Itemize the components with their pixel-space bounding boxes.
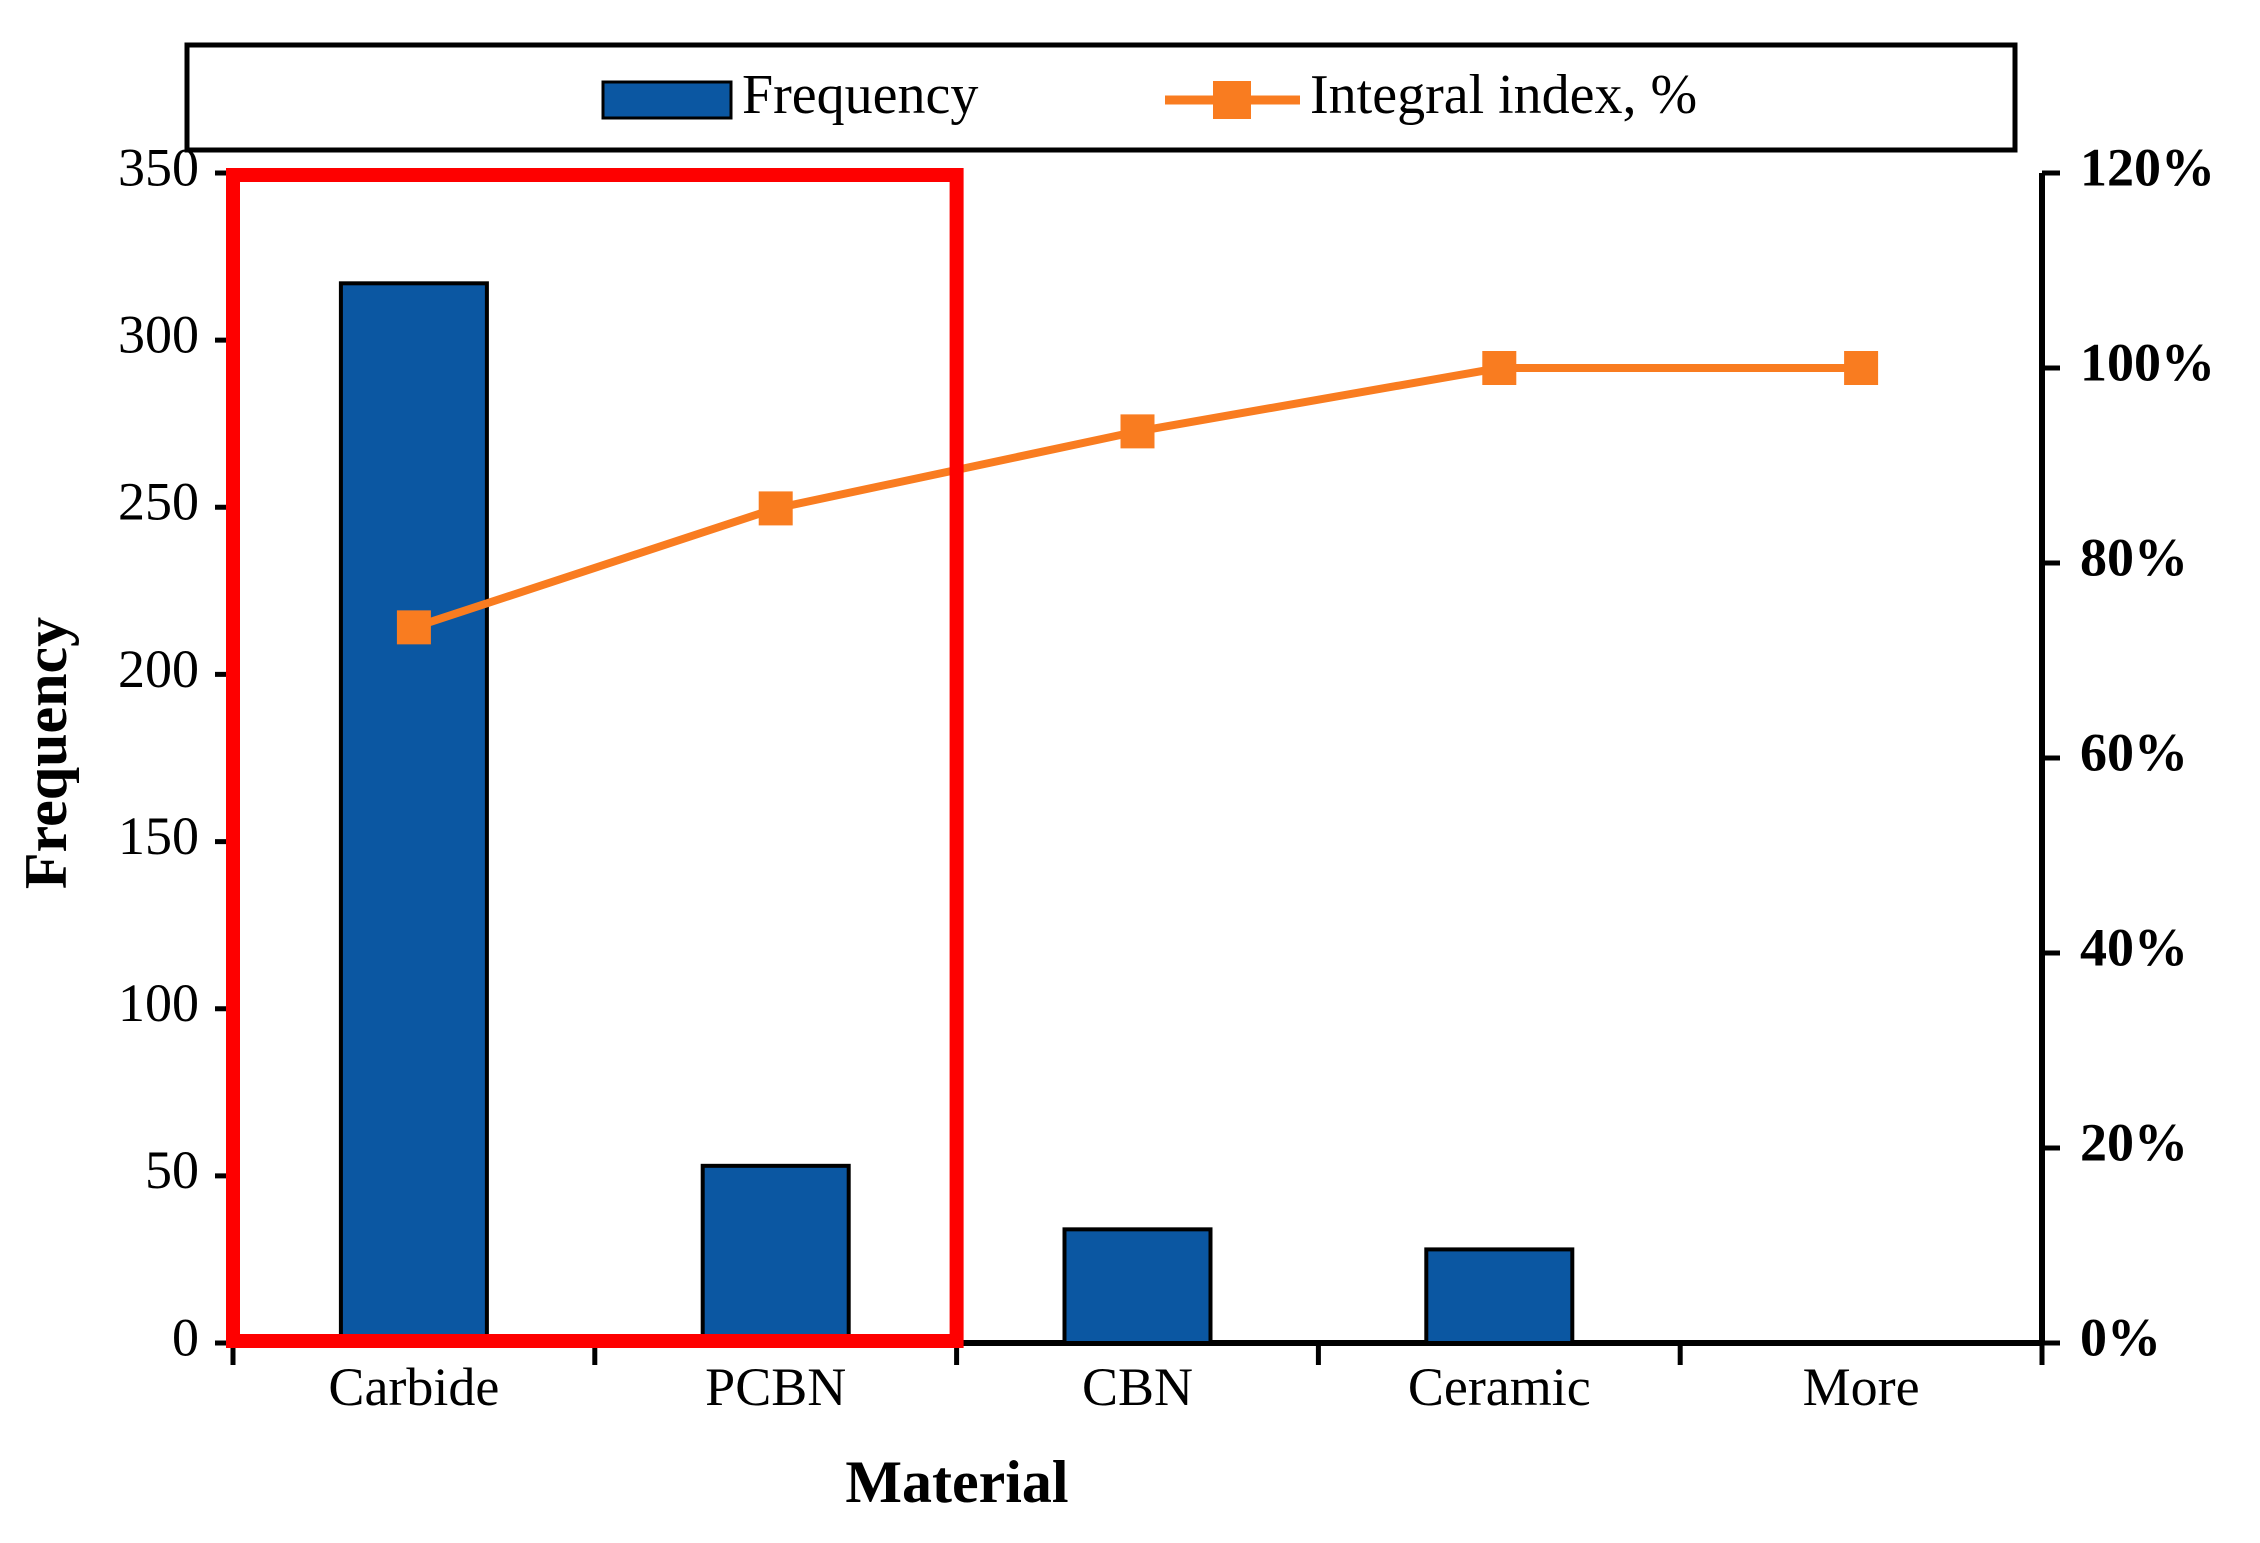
left-axis-tick-label: 200 [118, 639, 199, 699]
right-axis-tick-label: 100% [2080, 332, 2215, 392]
legend-border [184, 42, 2018, 153]
legend-integral-index-label: Integral index, % [1310, 64, 1697, 126]
highlight-rectangle [226, 168, 964, 1348]
bar-cbn [1062, 1227, 1213, 1346]
highlight-rect [226, 168, 964, 1348]
marker-pcbn [758, 491, 793, 526]
marker-carbide [396, 610, 431, 645]
left-axis-tick-label: 0 [172, 1307, 199, 1367]
marker-ceramic [1482, 351, 1517, 385]
legend-frequency-label: Frequency [742, 64, 978, 126]
category-label-cbn: CBN [1082, 1357, 1193, 1417]
left-axis-tick-label: 50 [145, 1140, 199, 1200]
category-label-pcbn: PCBN [705, 1357, 846, 1417]
right-axis-tick-label: 120% [2080, 137, 2215, 197]
right-axis-tick-label: 20% [2080, 1112, 2188, 1172]
axes [230, 173, 2045, 1346]
left-axis-tick-label: 100 [118, 973, 199, 1033]
right-axis-tick-label: 40% [2080, 917, 2188, 977]
legend-line-marker-icon [1213, 81, 1251, 119]
marker-more [1844, 351, 1879, 385]
integral-index-line [396, 351, 1879, 645]
category-label-more: More [1803, 1357, 1920, 1417]
category-label-ceramic: Ceramic [1408, 1357, 1591, 1417]
bar-ceramic [1424, 1247, 1575, 1346]
axis-ticks [215, 170, 2060, 1365]
legend: Frequency Integral index, % [184, 42, 2018, 153]
left-axis-tick-label: 350 [118, 137, 199, 197]
x-axis-title: Material [845, 1449, 1068, 1515]
bar-carbide [338, 281, 489, 1345]
marker-cbn [1120, 414, 1155, 449]
legend-frequency-swatch-icon [601, 80, 733, 120]
bar-pcbn [700, 1163, 851, 1346]
left-axis-tick-label: 150 [118, 806, 199, 866]
right-axis-tick-label: 60% [2080, 722, 2188, 782]
axis-tick-labels: 0 50 100 150 200 250 300 350 0% 20% 40% 60% 80% 100% 1… [118, 137, 2215, 1417]
left-axis-tick-label: 300 [118, 305, 199, 365]
left-axis-title: Frequency [13, 617, 79, 889]
frequency-bars [338, 281, 1575, 1346]
category-label-carbide: Carbide [328, 1357, 499, 1417]
right-axis-tick-label: 80% [2080, 527, 2188, 587]
integral-index-polyline [412, 364, 1862, 632]
left-axis-tick-label: 250 [118, 472, 199, 532]
right-axis-tick-label: 0% [2080, 1307, 2161, 1367]
